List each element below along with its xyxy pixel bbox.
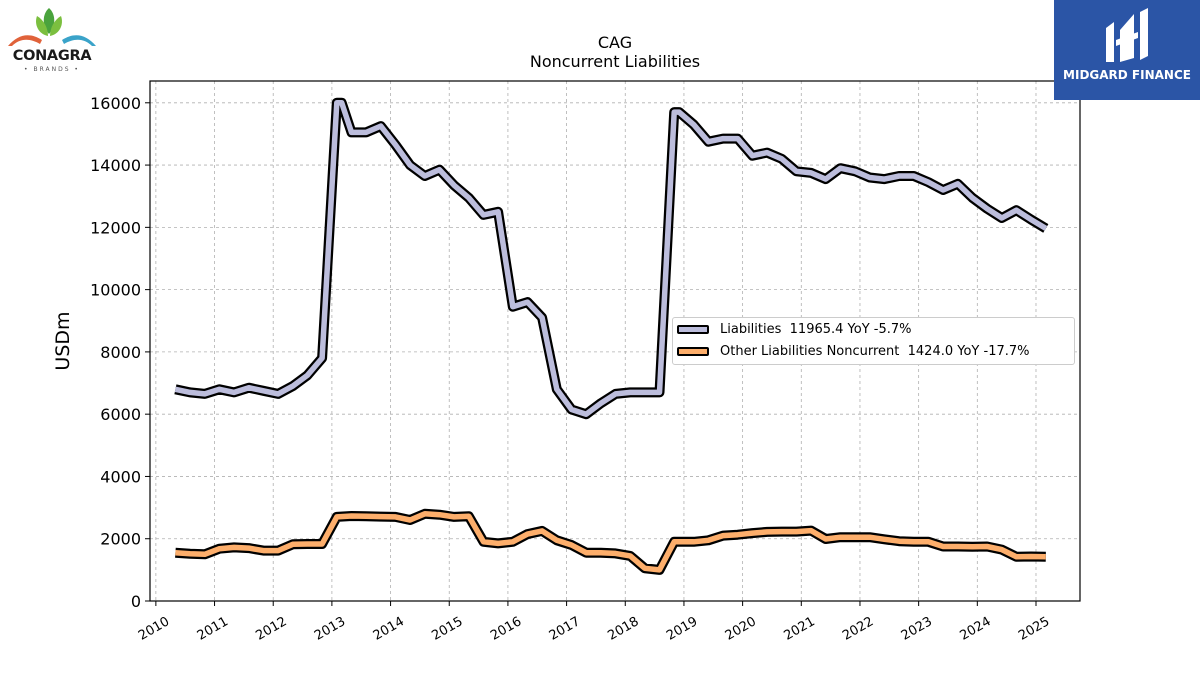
- midgard-logo-text: MIDGARD FINANCE: [1063, 68, 1191, 82]
- midgard-mark-icon: [1106, 8, 1148, 62]
- x-tick-label: 2013: [312, 614, 348, 644]
- midgard-finance-logo: MIDGARD FINANCE: [1054, 0, 1200, 100]
- plot-frame: [149, 80, 1081, 602]
- y-axis-label: USDm: [52, 311, 74, 370]
- y-tick-label: 16000: [90, 94, 141, 113]
- legend-swatch-liabilities: [677, 325, 709, 334]
- y-tick-label: 2000: [100, 530, 141, 549]
- x-tick-label: 2011: [195, 614, 231, 644]
- legend: Liabilities 11965.4 YoY -5.7% Other Liab…: [672, 317, 1075, 365]
- series-line-0: [174, 100, 1048, 417]
- x-tick-label: 2017: [547, 614, 583, 644]
- x-tick-label: 2015: [429, 614, 465, 644]
- chart-subtitle: Noncurrent Liabilities: [529, 52, 701, 71]
- x-tick-label: 2018: [605, 614, 641, 644]
- legend-label-liabilities: Liabilities 11965.4 YoY -5.7%: [720, 322, 912, 337]
- legend-swatch-other-liabilities: [677, 347, 709, 356]
- legend-label-other-liabilities: Other Liabilities Noncurrent 1424.0 YoY …: [720, 344, 1030, 359]
- series-line-1: [175, 511, 1046, 573]
- legend-item-other-liabilities: Other Liabilities Noncurrent 1424.0 YoY …: [673, 342, 1073, 362]
- y-tick-label: 10000: [90, 281, 141, 300]
- y-tick-label: 8000: [100, 343, 141, 362]
- x-tick-label: 2010: [136, 614, 172, 644]
- conagra-logo-subtext: • BRANDS •: [24, 66, 80, 73]
- y-tick-label: 6000: [100, 405, 141, 424]
- x-tick-label: 2025: [1016, 614, 1052, 644]
- x-tick-label: 2016: [488, 614, 524, 644]
- y-tick-label: 14000: [90, 156, 141, 175]
- x-tick-label: 2014: [371, 614, 407, 644]
- conagra-logo-text: CONAGRA: [12, 48, 92, 64]
- x-tick-label: 2022: [840, 614, 876, 644]
- y-tick-label: 4000: [100, 467, 141, 486]
- y-tick-label: 0: [131, 592, 141, 611]
- x-tick-label: 2024: [957, 614, 993, 644]
- legend-item-liabilities: Liabilities 11965.4 YoY -5.7%: [673, 320, 1073, 340]
- leaf-logo-icon: [8, 8, 96, 46]
- x-tick-label: 2021: [781, 614, 817, 644]
- x-tick-label: 2019: [664, 614, 700, 644]
- x-tick-label: 2012: [253, 614, 289, 644]
- series-outline-0: [174, 97, 1049, 420]
- y-tick-label: 12000: [90, 218, 141, 237]
- x-tick-label: 2023: [899, 614, 935, 644]
- chart-title: CAG: [597, 33, 633, 52]
- x-tick-label: 2020: [723, 614, 759, 644]
- conagra-logo: CONAGRA • BRANDS •: [4, 4, 100, 74]
